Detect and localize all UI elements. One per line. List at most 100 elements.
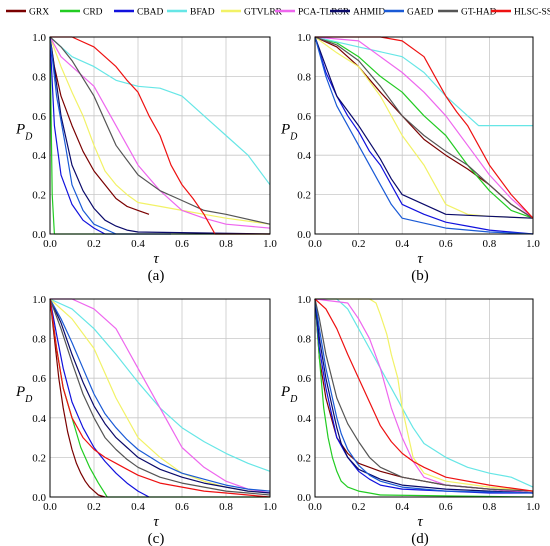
x-tick-label: 0.8 [483,501,497,513]
series-line [314,298,534,494]
series-line [314,36,534,235]
y-axis-label-sub: D [289,132,298,143]
legend-label: GTVLRR [244,8,283,18]
y-axis-label-main: P [15,384,25,400]
panel-label: (d) [411,531,429,546]
plot-frame [49,298,271,498]
y-tick-label: 0.0 [32,229,46,241]
x-tick-label: 0.6 [175,238,189,250]
x-tick-label: 0.0 [308,501,322,513]
legend-label: GRX [29,8,49,18]
series-line [314,298,534,494]
y-tick-label: 0.4 [32,413,46,425]
series-line [314,36,534,219]
legend-label: CRD [83,8,103,18]
x-tick-label: 0.2 [352,501,366,513]
plot-frame [314,298,534,498]
y-tick-label: 1.0 [32,32,46,44]
legend: GRX CRD CBAD BFAD GTVLRR PCA-TLRSR AHMID GAED GT… [6,8,550,18]
y-axis-label: PD [280,384,298,405]
series-line [315,298,534,492]
series-line [314,298,534,498]
y-axis-label-main: P [280,384,290,400]
series-line [49,298,271,492]
y-axis-label-main: P [15,122,25,138]
x-tick-label: 0.8 [219,501,233,513]
x-axis-label: τ [153,251,159,267]
series-line [315,298,534,488]
panel-label: (a) [148,268,165,284]
x-axis-label: τ [153,514,159,530]
y-tick-label: 0.8 [32,71,46,83]
series-line [49,36,271,225]
series-line [49,298,271,496]
x-tick-label: 0.2 [87,501,101,513]
x-tick-label: 0.0 [43,238,57,250]
y-tick-label: 0.6 [32,373,46,385]
y-tick-label: 0.4 [32,150,46,162]
legend-label: AHMID [353,8,385,18]
y-axis-label-sub: D [289,394,298,405]
x-tick-label: 0.0 [308,238,322,250]
series-line [49,298,150,498]
series-line [314,298,533,494]
x-tick-label: 0.6 [439,501,453,513]
series-line [314,36,533,127]
series-line [49,298,271,472]
y-axis-label-sub: D [24,394,33,405]
series-line [314,36,534,219]
y-tick-label: 0.8 [297,334,311,346]
legend-label: PCA-TLRSR [298,8,350,18]
series-line [49,298,271,498]
plot-frame [49,36,271,235]
chart-panel: 0.0 0.2 0.4 0.6 0.8 1.00.00.20.40.60.81.0PDτ(… [15,32,277,284]
legend-label: HLSC-SSGF [514,8,550,18]
y-tick-label: 1.0 [32,294,46,306]
x-tick-label: 0.8 [219,238,233,250]
y-axis-label-sub: D [24,132,33,143]
x-tick-label: 0.4 [131,501,145,513]
series-line [50,298,271,494]
x-axis-label: τ [417,514,423,530]
y-tick-label: 0.0 [297,492,311,504]
panels: 0.0 0.2 0.4 0.6 0.8 1.00.00.20.40.60.81.0PDτ(… [15,32,540,546]
series-line [314,298,534,492]
series-line [49,298,271,494]
y-tick-label: 1.0 [297,32,311,44]
y-tick-label: 0.2 [297,452,311,464]
series-line [314,298,534,494]
x-tick-label: 0.0 [43,501,57,513]
series-line [49,36,171,235]
series-line [314,36,534,219]
x-tick-label: 1.0 [263,238,277,250]
x-tick-label: 0.6 [439,238,453,250]
y-tick-label: 0.0 [297,229,311,241]
y-axis-label: PD [15,122,33,143]
series-line [50,36,270,235]
y-tick-label: 0.4 [297,150,311,162]
y-tick-label: 0.0 [32,492,46,504]
series-line [314,36,534,219]
y-tick-label: 0.6 [297,373,311,385]
x-tick-label: 1.0 [526,238,540,250]
series-line [49,298,106,498]
series-line [49,36,271,225]
x-tick-label: 0.4 [395,501,409,513]
y-tick-label: 0.2 [297,190,311,202]
x-tick-label: 0.4 [131,238,145,250]
y-tick-label: 0.4 [297,413,311,425]
y-axis-label: PD [15,384,33,405]
x-tick-label: 0.4 [395,238,409,250]
y-tick-label: 0.6 [297,111,311,123]
series-line [314,36,534,219]
x-tick-label: 0.2 [352,238,366,250]
y-tick-label: 1.0 [297,294,311,306]
y-tick-label: 0.8 [297,71,311,83]
series-line [49,298,270,498]
series-line [49,36,117,235]
series-line [315,36,534,219]
x-tick-label: 0.6 [175,501,189,513]
panel-label: (b) [411,268,429,284]
legend-label: CBAD [137,8,164,18]
